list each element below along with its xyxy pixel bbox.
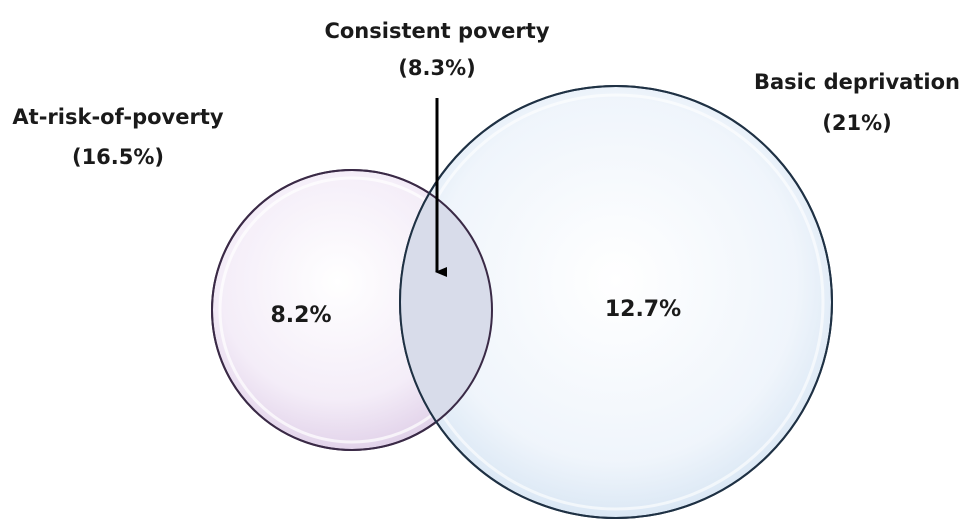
basic-deprivation-name-label: Basic deprivation <box>754 70 960 94</box>
at-risk-name-label: At-risk-of-poverty <box>12 105 223 129</box>
overlap-name-label: Consistent poverty <box>324 19 549 43</box>
at-risk-outline <box>211 169 493 451</box>
at-risk-value-label: (16.5%) <box>72 145 164 169</box>
overlap-value-label: (8.3%) <box>398 56 475 80</box>
basic-deprivation-value-label: (21%) <box>822 111 891 135</box>
basic-deprivation-only-value: 12.7% <box>605 297 681 322</box>
basic-deprivation-outline <box>399 85 833 519</box>
at-risk-only-value: 8.2% <box>270 303 331 328</box>
